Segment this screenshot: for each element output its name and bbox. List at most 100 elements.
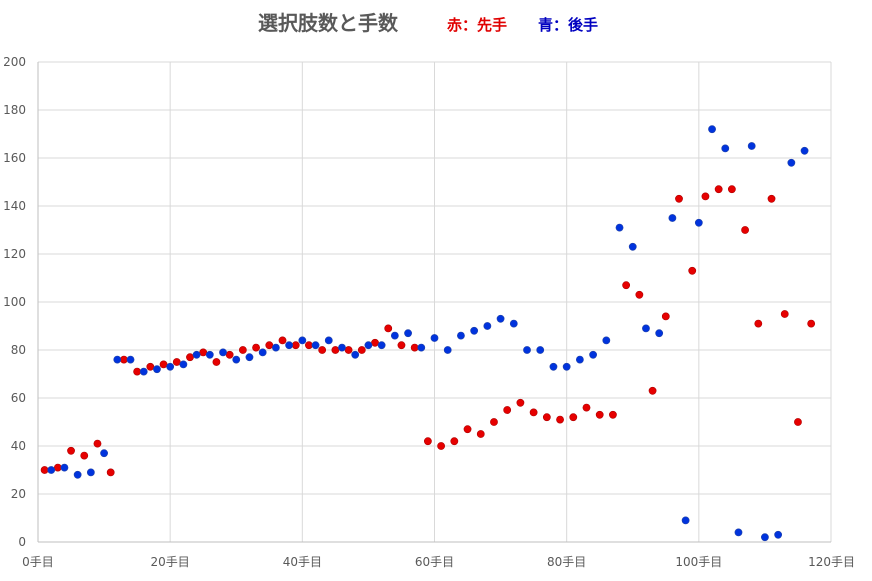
- blue-point: [509, 319, 518, 328]
- red-point: [609, 410, 617, 419]
- red-point: [238, 346, 247, 354]
- blue-point: [642, 324, 650, 333]
- red-point: [67, 446, 75, 455]
- blue-point: [47, 466, 56, 474]
- y-tick-labels: 0 20 40 60 80 100 120 140 160 180 200: [3, 55, 26, 549]
- blue-point: [86, 468, 95, 477]
- red-point: [53, 463, 62, 472]
- red-point: [93, 439, 102, 448]
- red-point: [146, 362, 155, 371]
- red-point: [529, 408, 538, 417]
- blue-point: [60, 463, 69, 472]
- x-tick-label: 20手目: [151, 555, 190, 569]
- red-point: [767, 194, 776, 203]
- blue-point: [787, 158, 796, 167]
- blue-point: [113, 355, 122, 364]
- red-point: [503, 406, 512, 414]
- red-point: [265, 341, 274, 350]
- red-point: [635, 290, 644, 299]
- y-tick-label: 60: [11, 391, 26, 405]
- blue-point: [192, 350, 201, 359]
- red-point: [490, 418, 498, 426]
- red-point: [648, 386, 657, 395]
- blue-point: [721, 144, 730, 153]
- x-tick-label: 80手目: [547, 555, 586, 569]
- blue-point: [470, 326, 479, 335]
- x-tick-label: 120手目: [808, 555, 855, 569]
- red-point: [780, 310, 789, 318]
- blue-point: [245, 353, 254, 362]
- y-tick-label: 200: [3, 55, 26, 69]
- x-tick-labels: 0手目 20手目 40手目 60手目 80手目 100手目 120手目: [22, 555, 855, 569]
- blue-point: [761, 533, 769, 542]
- red-point: [252, 343, 260, 352]
- y-tick-label: 100: [3, 295, 26, 309]
- red-point: [225, 350, 234, 359]
- blue-point: [166, 362, 175, 371]
- blue-point: [708, 125, 716, 134]
- red-point: [516, 398, 525, 407]
- blue-point: [73, 470, 82, 479]
- red-point: [172, 358, 181, 366]
- legend-blue-label: 青：後手: [538, 16, 598, 34]
- blue-point: [179, 360, 188, 369]
- blue-point: [562, 362, 571, 371]
- red-point: [133, 367, 142, 376]
- legend-red-label: 赤：先手: [447, 16, 507, 34]
- blue-point: [285, 341, 294, 350]
- blue-point: [258, 348, 267, 357]
- x-tick-label: 40手目: [283, 555, 322, 569]
- red-point: [212, 358, 221, 366]
- red-point: [688, 266, 697, 275]
- blue-point: [774, 530, 783, 539]
- blue-point: [589, 350, 597, 359]
- red-point: [318, 346, 327, 354]
- blue-point: [496, 314, 505, 323]
- blue-point: [747, 142, 756, 150]
- red-point: [807, 319, 816, 328]
- x-tick-label: 0手目: [22, 555, 54, 569]
- blue-point: [351, 350, 360, 359]
- blue-point: [139, 367, 148, 376]
- red-point: [159, 360, 168, 369]
- red-point: [727, 185, 736, 194]
- red-point: [794, 418, 802, 426]
- y-tick-label: 20: [11, 487, 26, 501]
- blue-point: [483, 322, 492, 330]
- red-point: [305, 341, 313, 350]
- x-tick-label: 100手目: [675, 555, 722, 569]
- red-point: [106, 468, 115, 477]
- red-point: [450, 437, 459, 446]
- red-point: [622, 281, 631, 290]
- red-point: [410, 343, 419, 352]
- red-point: [344, 346, 353, 354]
- blue-point: [311, 341, 320, 350]
- blue-point: [734, 528, 743, 537]
- blue-point: [271, 343, 280, 352]
- blue-point: [536, 346, 545, 354]
- blue-point: [377, 341, 386, 350]
- blue-point: [126, 355, 135, 364]
- axes: [37, 62, 831, 543]
- red-point: [569, 413, 578, 422]
- y-tick-label: 180: [3, 103, 26, 117]
- blue-point: [430, 334, 439, 342]
- y-tick-label: 40: [11, 439, 26, 453]
- blue-point: [298, 336, 307, 345]
- blue-point: [338, 343, 346, 352]
- red-point: [199, 348, 208, 357]
- red-point: [397, 341, 406, 350]
- blue-point: [457, 331, 465, 340]
- red-point: [186, 353, 194, 362]
- red-point: [556, 415, 564, 424]
- data-points: [40, 125, 816, 542]
- red-point: [80, 451, 89, 460]
- blue-point: [523, 346, 531, 354]
- y-tick-label: 80: [11, 343, 26, 357]
- blue-point: [404, 329, 412, 338]
- blue-point: [628, 242, 637, 251]
- red-point: [423, 437, 432, 446]
- red-point: [661, 312, 670, 321]
- blue-point: [575, 355, 584, 364]
